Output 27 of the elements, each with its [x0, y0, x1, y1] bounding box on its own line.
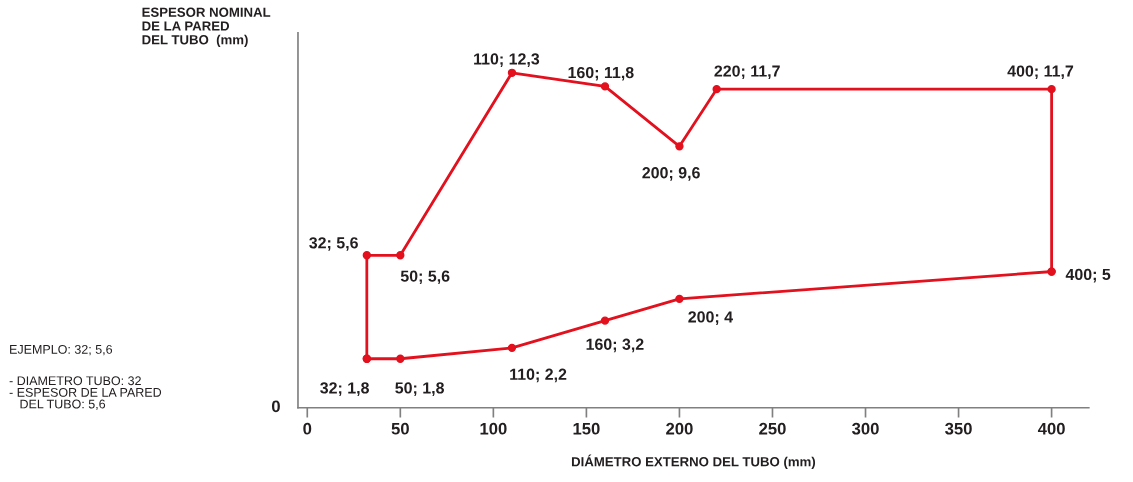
data-label: 220; 11,7 — [714, 65, 780, 80]
y-axis-title: ESPESOR NOMINAL DE LA PARED DEL TUBO (mm) — [142, 7, 271, 47]
data-label: 110; 2,2 — [510, 368, 567, 383]
x-tick-label: 350 — [945, 422, 972, 435]
x-tick-label: 300 — [852, 422, 879, 435]
x-tick-label: 250 — [759, 422, 786, 435]
data-label: 110; 12,3 — [474, 53, 540, 67]
data-label: 160; 11,8 — [568, 66, 634, 81]
x-tick-label: 150 — [573, 422, 600, 435]
data-label: 50; 5,6 — [400, 270, 450, 285]
data-label: 32; 1,8 — [320, 382, 369, 396]
text: EJEMPLO: 32; 5,6 — [10, 344, 113, 356]
x-tick-label: 0 — [303, 422, 312, 435]
data-label: 400; 5 — [1065, 268, 1111, 283]
x-tick-label: 400 — [1037, 422, 1065, 435]
data-label: 50; 1,8 — [395, 382, 444, 396]
data-label: 160; 3,2 — [586, 338, 644, 353]
x-axis-title: DIÁMETRO EXTERNO DEL TUBO (mm) — [571, 454, 816, 469]
data-label: 200; 4 — [688, 311, 733, 325]
data-label: 200; 9,6 — [642, 167, 700, 181]
text: 0 — [271, 400, 280, 413]
x-tick-label: 100 — [480, 422, 507, 435]
x-tick-label: 50 — [391, 422, 409, 435]
data-label: 32; 5,6 — [309, 237, 358, 251]
x-tick-label: 200 — [666, 422, 693, 435]
data-label: 400; 11,7 — [1007, 65, 1074, 80]
text: - DIAMETRO TUBO: 32 - ESPESOR DE LA PARED DEL TUBO: 5,6 — [9, 376, 162, 410]
